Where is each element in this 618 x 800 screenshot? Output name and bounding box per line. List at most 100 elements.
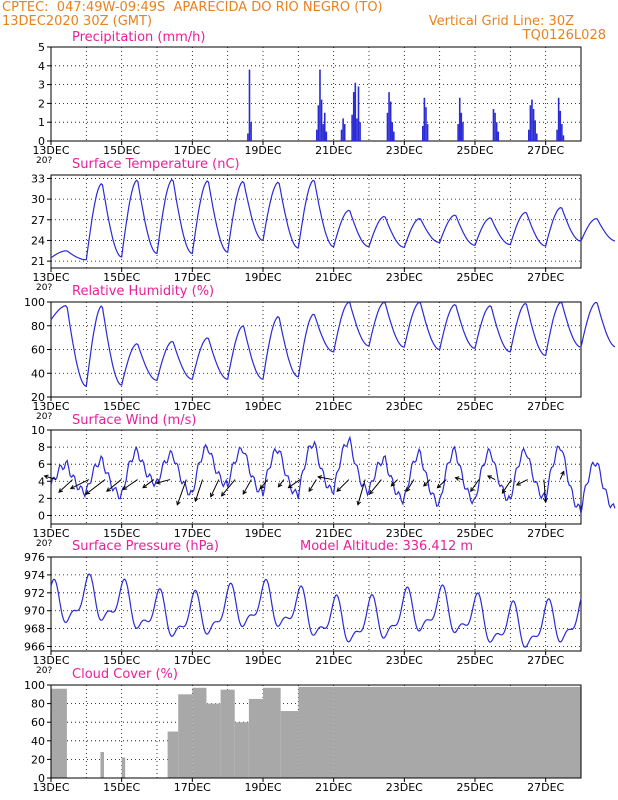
header-date: 13DEC2020 30Z (GMT): [2, 14, 153, 29]
cloud-area: [220, 689, 235, 778]
wind-vector: [278, 479, 285, 488]
y-tick-label: 40: [31, 367, 45, 380]
y-tick-label: 27: [31, 214, 45, 227]
precip-bar: [495, 122, 498, 141]
y-tick-label: 3: [38, 79, 45, 92]
panel-title: Surface Pressure (hPa): [72, 539, 219, 554]
precip-bar: [492, 109, 495, 141]
precip-bar: [323, 112, 326, 141]
x-tick-label: 23DEC: [386, 527, 423, 540]
precip-bar: [423, 97, 426, 141]
y-tick-label: 80: [31, 698, 45, 711]
y-tick-label: 30: [31, 193, 45, 206]
y-tick-label: 1: [38, 116, 45, 129]
series-line: [50, 301, 616, 388]
wind-vector-head: [543, 498, 548, 504]
y-tick-label: 2: [38, 97, 45, 110]
panel-frame: [50, 429, 582, 525]
x-tick-label: 27DEC: [527, 144, 564, 157]
x-tick-label: 13DEC: [32, 144, 69, 157]
wind-vector: [85, 479, 106, 495]
precip-bar: [316, 129, 318, 141]
precip-bar: [317, 105, 320, 141]
wind-vector-head: [43, 474, 49, 480]
panel-title: Precipitation (mm/h): [72, 30, 205, 45]
x-tick-label: 19DEC: [244, 271, 281, 284]
wind-vector-head: [287, 483, 293, 489]
wind-vector: [318, 476, 333, 481]
precip-bar: [457, 124, 459, 141]
y-tick-label: 100: [24, 679, 45, 692]
cloud-area: [192, 687, 207, 778]
wind-vector-head: [106, 487, 111, 492]
x-tick-label: 21DEC: [315, 527, 352, 540]
wind-vector-head: [69, 484, 75, 490]
x-tick-label: 17DEC: [174, 271, 211, 284]
cloud-area: [333, 686, 581, 778]
precip-bar: [528, 129, 530, 141]
precip-bar: [532, 109, 535, 141]
x-tick-sublabel: 20?: [36, 539, 52, 549]
x-tick-sublabel: 20?: [36, 156, 52, 166]
cloud-area: [206, 703, 221, 778]
series-line: [50, 178, 616, 261]
wind-vector: [156, 479, 171, 484]
precip-bar: [557, 97, 560, 141]
wind-vector-head: [58, 488, 64, 493]
wind-vector: [260, 479, 268, 489]
y-tick-label: 60: [31, 344, 45, 357]
wind-vector-head: [423, 481, 428, 487]
y-tick-label: 0: [38, 772, 45, 785]
wind-vector-head: [308, 487, 313, 493]
precip-bar: [529, 105, 532, 141]
wind-vector: [106, 479, 122, 492]
header-model-code: TQ0126L028: [522, 28, 606, 43]
x-tick-label: 23DEC: [386, 271, 423, 284]
wind-vector-head: [317, 475, 323, 480]
y-tick-label: 6: [38, 458, 45, 471]
panel-frame: [50, 46, 582, 142]
precip-bar: [556, 129, 558, 141]
precip-bar: [386, 112, 389, 141]
y-tick-label: 2: [38, 492, 45, 505]
panel-2: 20 40 60 80 100 13DEC 15DEC 17DEC 19DEC 21DEC 23DE…: [24, 284, 616, 422]
precip-bar: [319, 69, 321, 141]
y-tick-label: 100: [24, 296, 45, 309]
y-tick-label: 5: [38, 41, 45, 54]
precip-bar: [534, 120, 536, 141]
x-tick-label: 27DEC: [527, 271, 564, 284]
x-tick-label: 17DEC: [174, 144, 211, 157]
precip-bar: [356, 118, 358, 141]
precip-bar: [497, 131, 500, 141]
precip-bar: [393, 131, 395, 141]
y-tick-label: 968: [24, 623, 45, 636]
wind-vector: [543, 479, 547, 503]
y-tick-label: 21: [31, 255, 45, 268]
x-tick-label: 27DEC: [527, 781, 564, 794]
wind-vector: [221, 479, 236, 497]
precip-bar: [354, 82, 357, 141]
panel-frame: [50, 556, 582, 652]
cloud-area: [234, 722, 249, 778]
x-tick-label: 17DEC: [174, 654, 211, 667]
precip-bar: [325, 131, 328, 141]
precip-bar: [460, 112, 463, 141]
y-tick-label: 80: [31, 320, 45, 333]
y-tick-label: 974: [24, 569, 45, 582]
wind-vector-head: [210, 492, 215, 498]
precip-bar: [559, 110, 562, 141]
cloud-area: [248, 698, 263, 778]
x-tick-label: 27DEC: [527, 527, 564, 540]
y-tick-label: 24: [31, 234, 45, 247]
x-tick-label: 19DEC: [244, 527, 281, 540]
y-tick-label: 0: [38, 509, 45, 522]
y-tick-label: 0: [38, 135, 45, 148]
series-line: [50, 435, 616, 514]
cloud-area: [178, 694, 193, 778]
x-tick-label: 15DEC: [103, 271, 140, 284]
x-tick-label: 13DEC: [32, 654, 69, 667]
x-tick-label: 15DEC: [103, 144, 140, 157]
wind-vector-head: [369, 489, 374, 495]
wind-vector: [559, 471, 565, 480]
